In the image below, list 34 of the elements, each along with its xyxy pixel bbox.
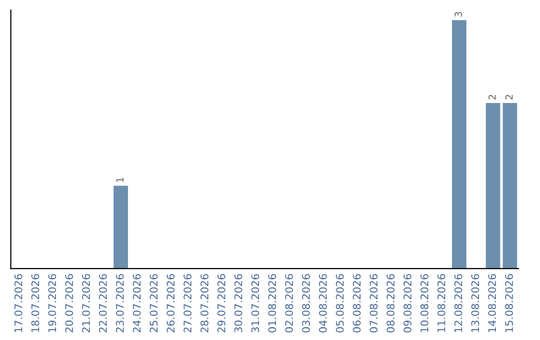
x-tick-label: 01.08.2026 xyxy=(268,274,276,332)
x-tick-label: 23.07.2026 xyxy=(116,274,124,332)
data-label: 2 xyxy=(505,94,513,100)
x-tick-label: 27.07.2026 xyxy=(184,274,192,332)
x-tick-label: 10.08.2026 xyxy=(420,274,428,332)
x-tick-label: 19.07.2026 xyxy=(48,274,56,332)
x-tick-label: 04.08.2026 xyxy=(318,274,327,332)
x-tick-label: 18.07.2026 xyxy=(31,274,40,332)
x-tick-label: 09.08.2026 xyxy=(404,274,412,332)
x-tick-label: 20.07.2026 xyxy=(65,274,74,332)
x-tick-label: 21.07.2026 xyxy=(82,274,90,332)
x-tick-label: 30.07.2026 xyxy=(234,274,242,332)
data-label: 1 xyxy=(116,178,124,182)
x-tick-label: 26.07.2026 xyxy=(166,274,175,332)
x-tick-label: 14.08.2026 xyxy=(488,274,496,332)
data-label: 2 xyxy=(488,94,496,100)
x-tick-label: 07.08.2026 xyxy=(370,274,378,332)
x-tick-label: 22.07.2026 xyxy=(99,274,107,332)
x-tick-label: 05.08.2026 xyxy=(336,274,344,332)
x-tick-label: 02.08.2026 xyxy=(285,274,293,332)
data-label: 3 xyxy=(454,12,462,17)
x-tick-label: 03.08.2026 xyxy=(302,274,310,332)
x-tick-label: 31.07.2026 xyxy=(251,274,260,332)
x-tick-label: 13.08.2026 xyxy=(471,274,480,332)
x-tick-label: 12.08.2026 xyxy=(454,274,462,332)
x-tick-label: 24.07.2026 xyxy=(132,274,141,332)
x-tick-label: 29.07.2026 xyxy=(217,274,226,332)
x-tick-label: 17.07.2026 xyxy=(14,274,22,332)
x-tick-label: 08.08.2026 xyxy=(386,274,395,332)
x-tick-label: 28.07.2026 xyxy=(200,274,208,332)
x-tick-label: 06.08.2026 xyxy=(352,274,361,332)
x-tick-label: 25.07.2026 xyxy=(150,274,158,332)
x-tick-label: 15.08.2026 xyxy=(505,274,513,332)
x-tick-label: 11.08.2026 xyxy=(437,274,446,332)
